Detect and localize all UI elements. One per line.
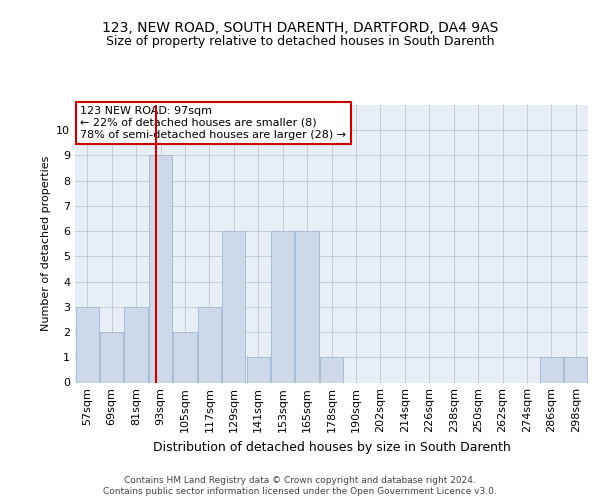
Text: Contains HM Land Registry data © Crown copyright and database right 2024.: Contains HM Land Registry data © Crown c…: [124, 476, 476, 485]
Bar: [295, 231, 319, 382]
Bar: [76, 307, 99, 382]
X-axis label: Distribution of detached houses by size in South Darenth: Distribution of detached houses by size …: [152, 441, 511, 454]
Bar: [149, 156, 172, 382]
Bar: [564, 358, 587, 382]
Bar: [173, 332, 197, 382]
Y-axis label: Number of detached properties: Number of detached properties: [41, 156, 50, 332]
Bar: [247, 358, 270, 382]
Text: Size of property relative to detached houses in South Darenth: Size of property relative to detached ho…: [106, 35, 494, 48]
Bar: [271, 231, 294, 382]
Bar: [100, 332, 123, 382]
Text: 123 NEW ROAD: 97sqm
← 22% of detached houses are smaller (8)
78% of semi-detache: 123 NEW ROAD: 97sqm ← 22% of detached ho…: [80, 106, 346, 140]
Bar: [124, 307, 148, 382]
Bar: [320, 358, 343, 382]
Bar: [540, 358, 563, 382]
Text: Contains public sector information licensed under the Open Government Licence v3: Contains public sector information licen…: [103, 488, 497, 496]
Bar: [198, 307, 221, 382]
Bar: [222, 231, 245, 382]
Text: 123, NEW ROAD, SOUTH DARENTH, DARTFORD, DA4 9AS: 123, NEW ROAD, SOUTH DARENTH, DARTFORD, …: [102, 21, 498, 35]
